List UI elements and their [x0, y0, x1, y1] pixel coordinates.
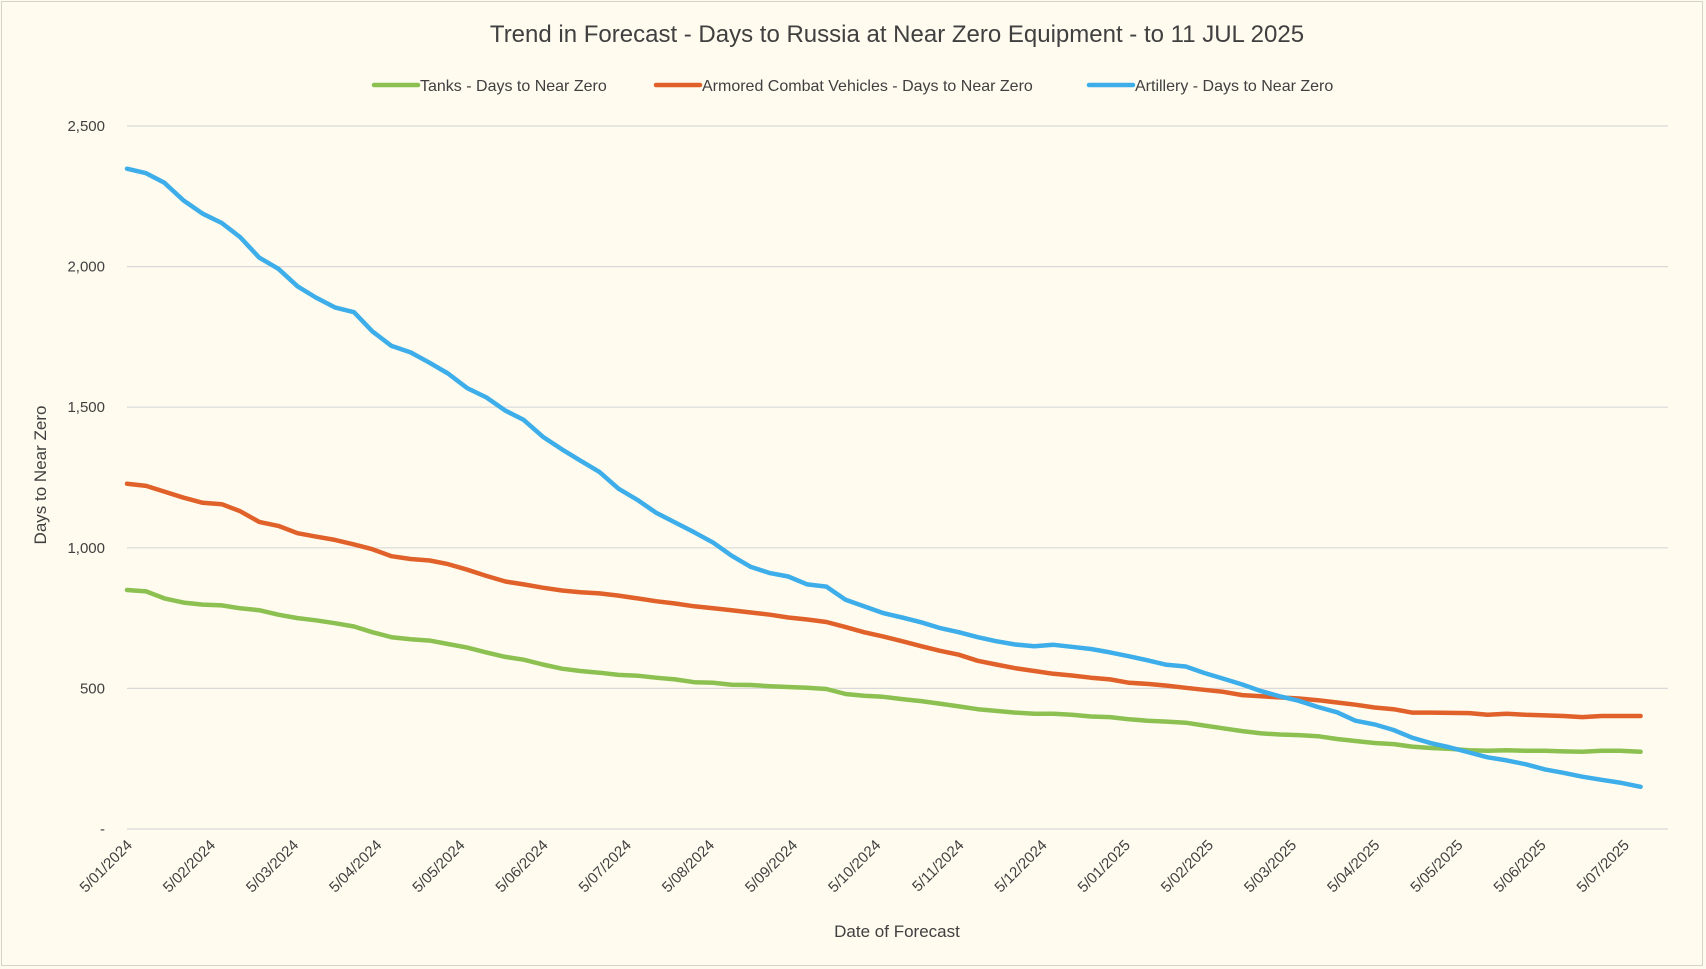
- x-tick-label-8: 5/09/2024: [742, 837, 801, 896]
- legend-label-0: Tanks - Days to Near Zero: [420, 78, 607, 95]
- series-line-0: [124, 587, 1643, 754]
- x-tick-label-11: 5/12/2024: [991, 837, 1050, 896]
- x-tick-label-14: 5/03/2025: [1241, 837, 1300, 896]
- series-line-2: [124, 166, 1643, 790]
- legend-label-1: Armored Combat Vehicles - Days to Near Z…: [702, 78, 1033, 95]
- x-tick-label-13: 5/02/2025: [1158, 837, 1217, 896]
- chart-title: Trend in Forecast - Days to Russia at Ne…: [490, 21, 1304, 48]
- y-tick-label-5: 2,500: [67, 118, 105, 135]
- x-tick-label-9: 5/10/2024: [825, 837, 884, 896]
- legend: Tanks - Days to Near Zero Armored Combat …: [371, 78, 1333, 95]
- y-tick-label-4: 2,000: [67, 259, 105, 276]
- x-tick-label-2: 5/03/2024: [243, 837, 302, 896]
- y-tick-label-0: -: [100, 821, 105, 838]
- x-tick-label-16: 5/05/2025: [1407, 837, 1466, 896]
- series-lines: [124, 166, 1643, 790]
- x-tick-label-18: 5/07/2025: [1574, 837, 1633, 896]
- legend-label-2: Artillery - Days to Near Zero: [1135, 78, 1333, 95]
- y-axis-ticks: - 500 1,000 1,500 2,000 2,500: [67, 118, 105, 838]
- x-tick-label-7: 5/08/2024: [659, 837, 718, 896]
- series-line-1: [124, 481, 1643, 720]
- y-tick-label-1: 500: [80, 680, 105, 697]
- x-tick-label-15: 5/04/2025: [1324, 837, 1383, 896]
- x-tick-label-6: 5/07/2024: [576, 837, 635, 896]
- y-axis-title: Days to Near Zero: [31, 406, 50, 545]
- x-axis-ticks: 5/01/2024 5/02/2024 5/03/2024 5/04/2024 5/05…: [77, 837, 1633, 896]
- x-tick-label-17: 5/06/2025: [1490, 837, 1549, 896]
- x-tick-label-12: 5/01/2025: [1075, 837, 1134, 896]
- x-tick-label-10: 5/11/2024: [909, 837, 967, 895]
- gridlines: [127, 125, 1668, 830]
- x-axis-title: Date of Forecast: [834, 922, 960, 941]
- x-tick-label-5: 5/06/2024: [492, 837, 551, 896]
- x-tick-label-3: 5/04/2024: [326, 837, 385, 896]
- x-tick-label-1: 5/02/2024: [160, 837, 219, 896]
- y-tick-label-3: 1,500: [67, 399, 105, 416]
- x-tick-label-4: 5/05/2024: [409, 837, 468, 896]
- y-tick-label-2: 1,000: [67, 540, 105, 557]
- x-tick-label-0: 5/01/2024: [77, 837, 136, 896]
